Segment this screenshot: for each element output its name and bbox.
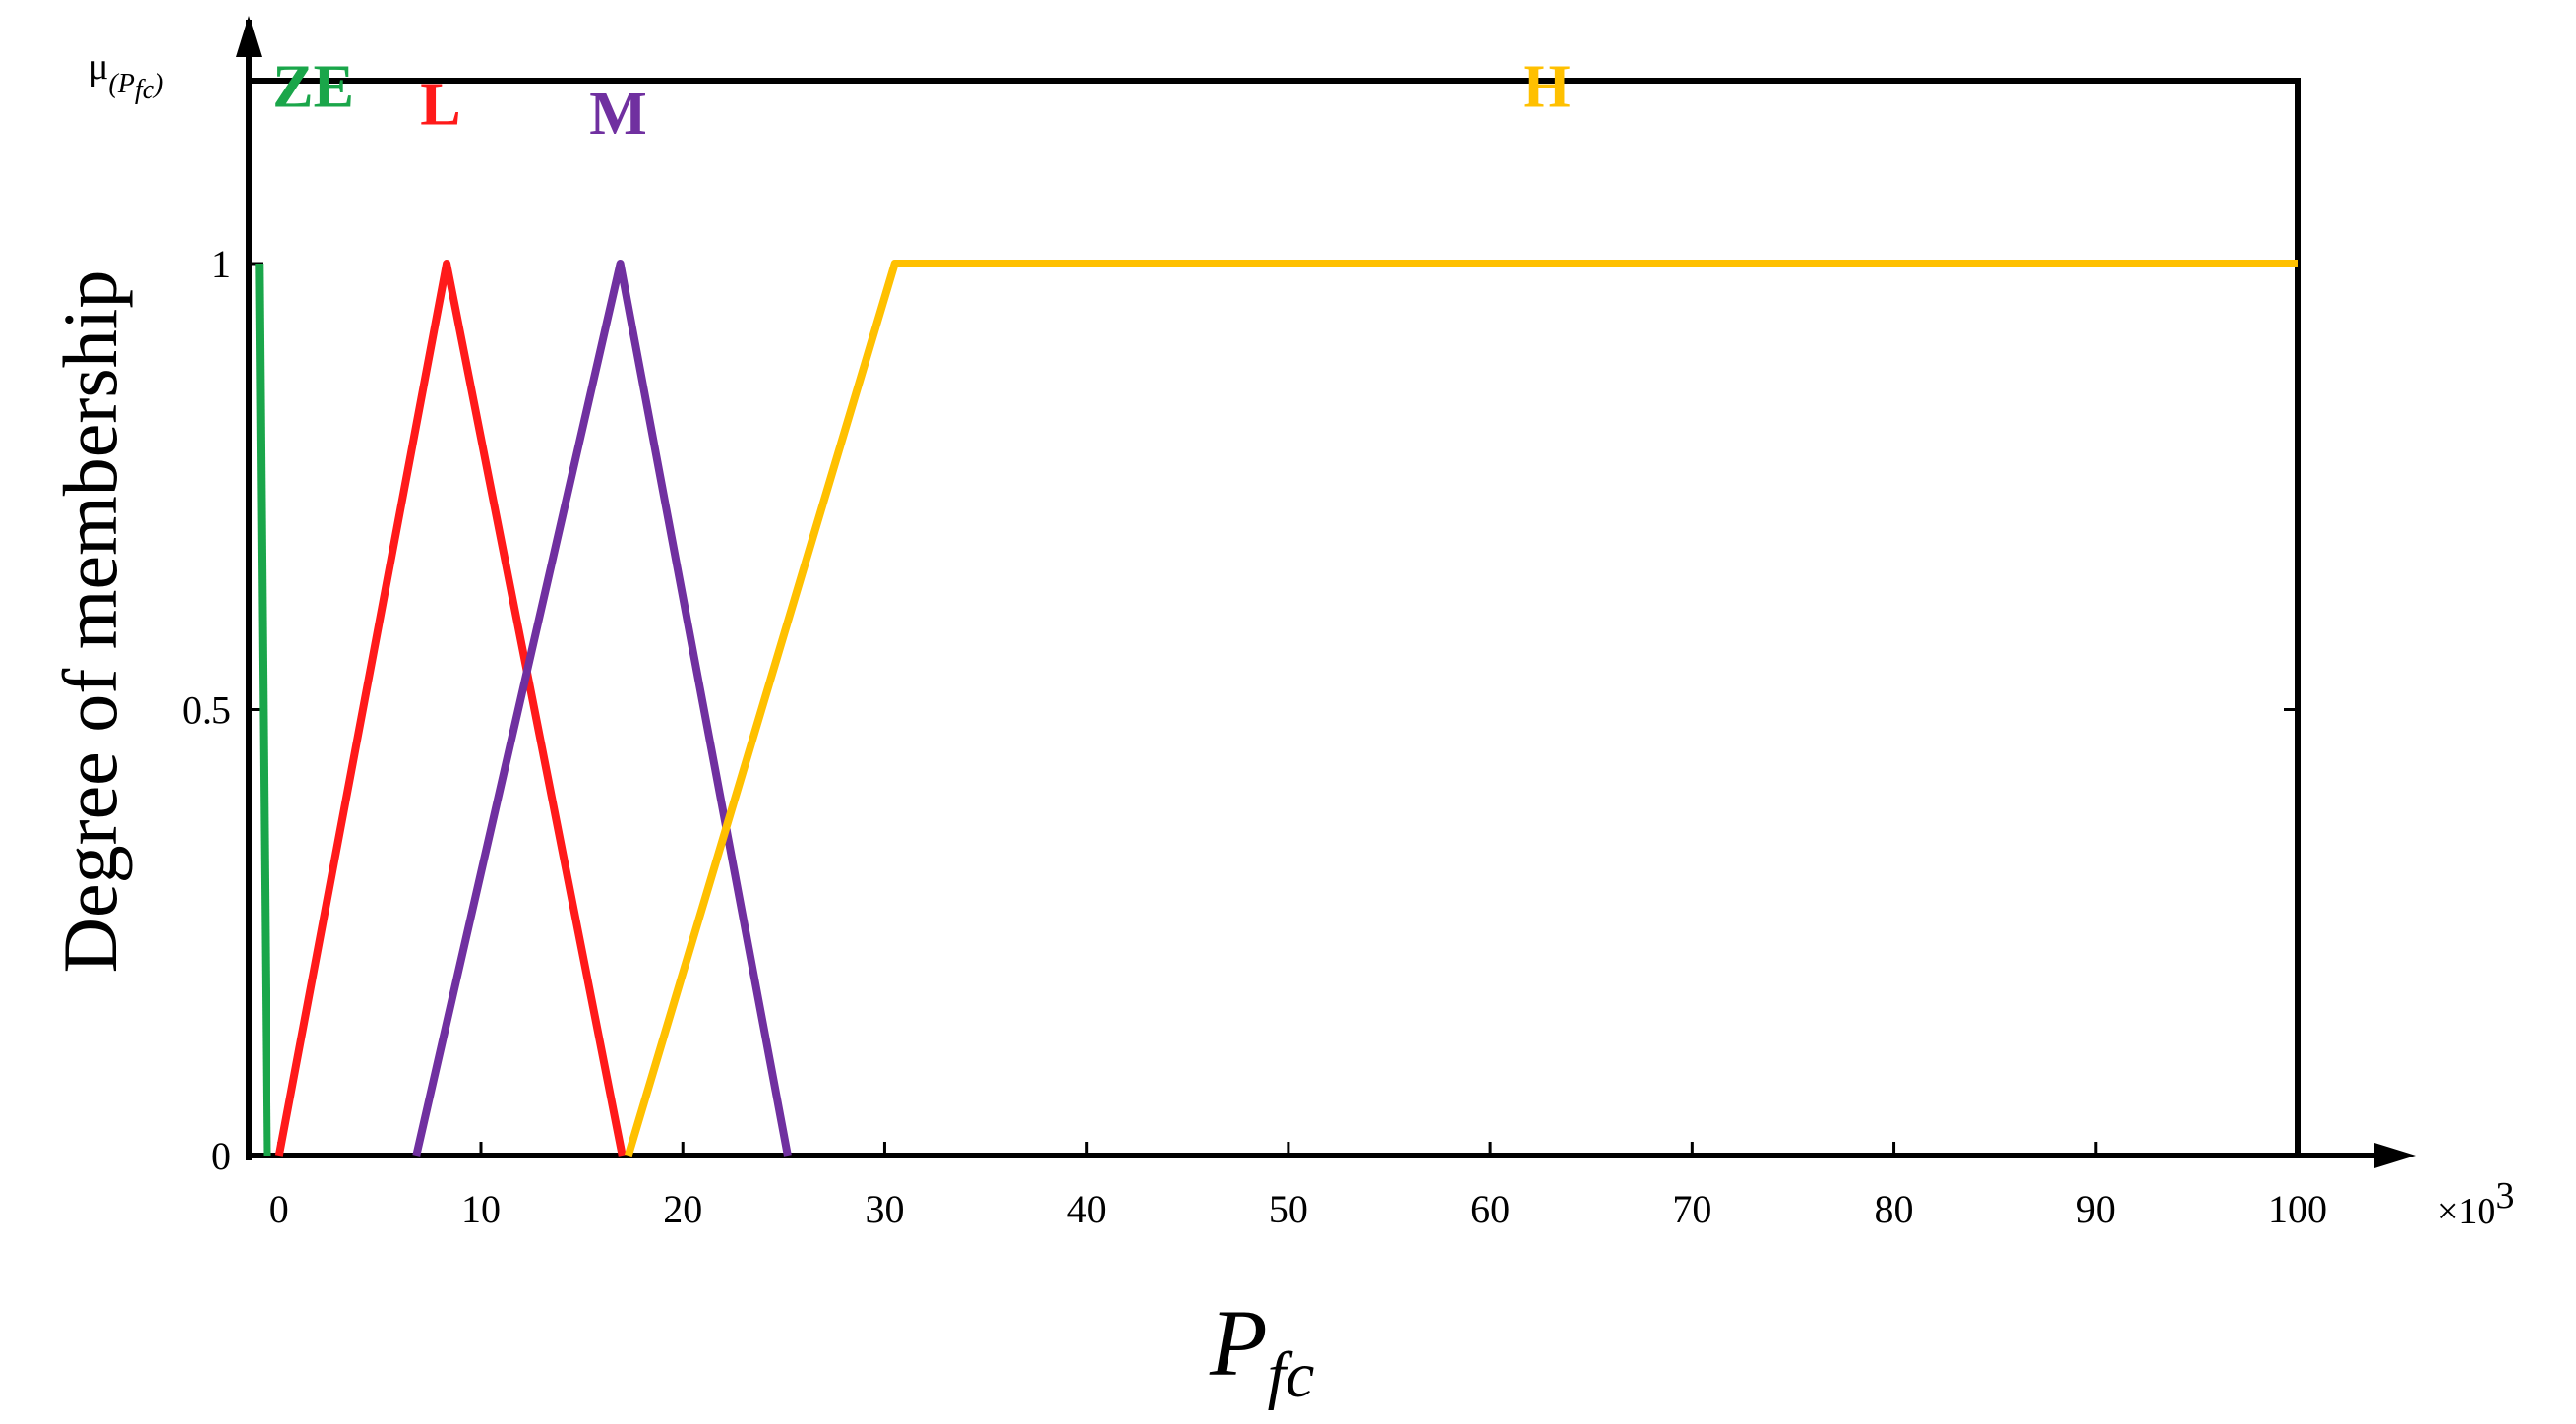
series-lines [255,260,2298,1157]
x-tick-label: 0 [270,1187,289,1231]
series-labels: ZE L M H [272,54,1570,148]
series-label-m: M [589,81,647,148]
series-line-h [624,260,2298,1157]
x-scale-note: ×103 [2437,1175,2514,1232]
x-tick-label: 70 [1672,1187,1711,1231]
y-axis-label: Degree of membership [47,270,133,974]
y-tick-label: 1 [211,242,231,286]
series-label-ze: ZE [272,54,354,121]
x-axis-label: Pfc [1209,1290,1314,1411]
series-line-l [274,260,627,1157]
x-tick-label: 80 [1875,1187,1914,1231]
x-tick-label: 50 [1269,1187,1308,1231]
x-axis-arrowhead [2374,1143,2416,1168]
series-line-ze [255,263,271,1157]
series-line-m [412,260,792,1157]
x-tick-label: 100 [2268,1187,2327,1231]
series-label-h: H [1523,54,1570,121]
x-tick-label: 20 [663,1187,702,1231]
tick-labels: 0 10 20 30 40 50 60 70 80 90 100 0 0.5 1 [182,242,2327,1231]
plot-frame [246,78,2301,1158]
x-tick-label: 40 [1067,1187,1107,1231]
x-tick-label: 90 [2076,1187,2116,1231]
y-axis-arrowhead [236,16,262,57]
x-tick-label: 60 [1470,1187,1510,1231]
y-tick-label: 0.5 [182,688,231,733]
y-axis-symbol: μ(Pfc) [89,46,163,105]
series-label-l: L [420,72,460,139]
x-tick-label: 30 [865,1187,904,1231]
x-tick-label: 10 [461,1187,501,1231]
y-tick-label: 0 [211,1134,231,1178]
tick-marks [249,262,2300,1157]
